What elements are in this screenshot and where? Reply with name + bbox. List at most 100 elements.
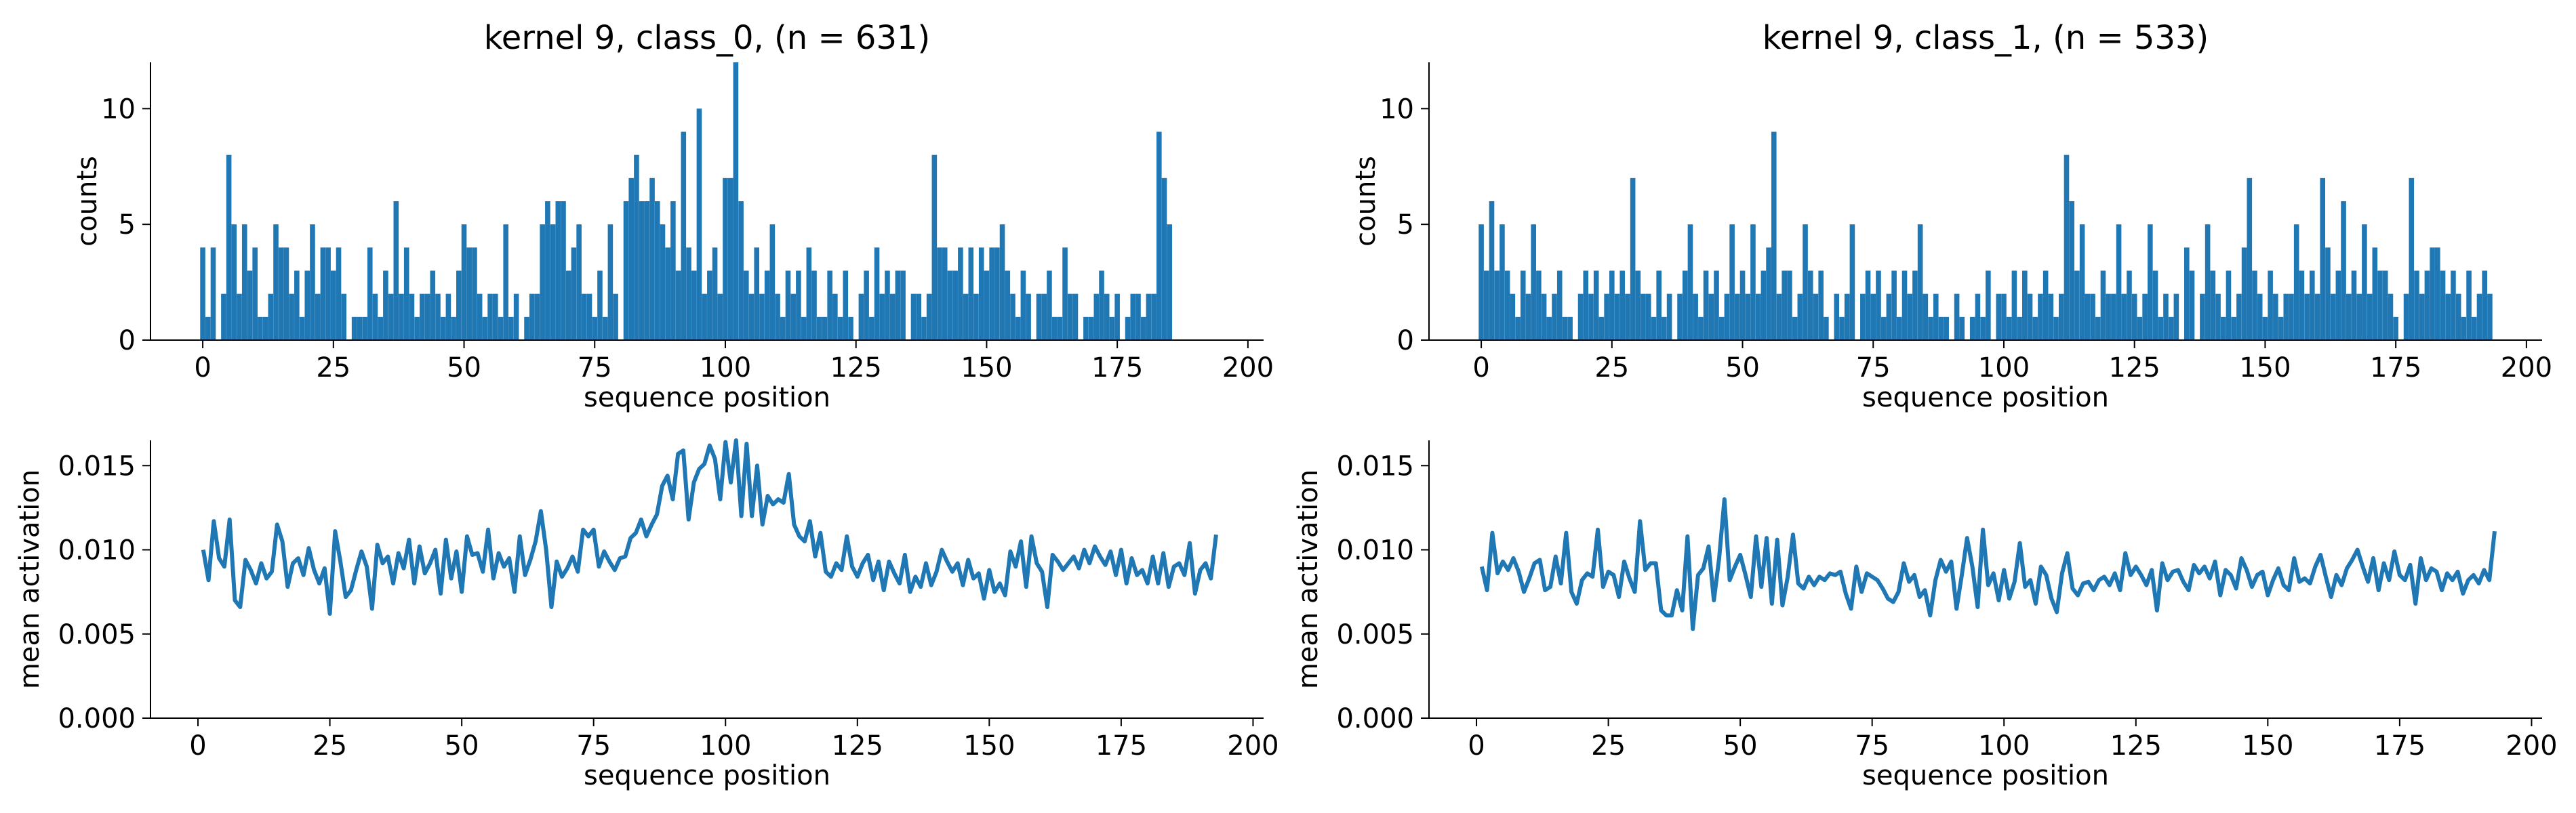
x-tick-label: 200 [2501, 352, 2552, 383]
bar [1969, 316, 1975, 340]
bar [634, 154, 639, 341]
bar [1510, 293, 1516, 340]
bar [273, 224, 279, 340]
y-tick-label: 0.000 [58, 703, 136, 734]
bar [2372, 247, 2378, 340]
x-tick-label: 125 [2109, 352, 2160, 383]
x-tick-label: 25 [316, 352, 350, 383]
bar [388, 293, 394, 340]
bar [2095, 316, 2101, 340]
bar [895, 270, 901, 340]
bar [702, 293, 707, 340]
bar [2215, 293, 2221, 340]
bar [2351, 270, 2357, 340]
bar [565, 270, 571, 340]
bar [910, 293, 917, 340]
x-tick-label: 75 [576, 730, 611, 762]
x-tick-label: 125 [2110, 730, 2162, 762]
y-tick-label: 5 [119, 209, 136, 241]
bar [2388, 293, 2394, 340]
y-axis-label: mean activation [1293, 470, 1324, 689]
bar [1604, 293, 1609, 340]
bar [2419, 293, 2425, 340]
bar [1735, 293, 1740, 340]
bar [696, 108, 702, 340]
bar [1891, 270, 1897, 340]
bar [226, 154, 232, 341]
bar [2377, 270, 2383, 340]
bar [2042, 270, 2049, 340]
bar [1057, 316, 1063, 340]
bar [2341, 201, 2346, 340]
bar [1928, 316, 1933, 340]
y-axis-label: counts [72, 156, 103, 247]
bar [2006, 316, 2012, 340]
chart-title: kernel 9, class_1, (n = 533) [1763, 19, 2209, 57]
bar [241, 224, 247, 340]
x-tick-label: 150 [2242, 730, 2293, 762]
bar [2142, 293, 2148, 340]
bar [2241, 247, 2247, 340]
bar [1807, 270, 1813, 340]
bar [858, 293, 864, 340]
bar [1099, 270, 1104, 340]
bar [675, 270, 681, 340]
bar [1797, 293, 1803, 340]
bar [2293, 224, 2299, 340]
chart-title: kernel 9, class_0, (n = 631) [484, 19, 931, 57]
bar [1093, 293, 1100, 340]
bar [2148, 224, 2153, 340]
bar [607, 224, 613, 340]
bar [1844, 293, 1850, 340]
bar [2017, 316, 2022, 340]
bar [1787, 270, 1792, 340]
bar [2289, 293, 2294, 340]
bar [1051, 316, 1058, 340]
bar [1729, 224, 1735, 340]
x-tick-label: 0 [1468, 730, 1485, 762]
bar [2027, 293, 2033, 340]
bar [2320, 178, 2326, 340]
bar [1938, 316, 1944, 340]
bar [409, 293, 415, 340]
bar [837, 316, 843, 340]
bar [2137, 316, 2143, 340]
bar [816, 316, 822, 340]
bar [372, 293, 378, 340]
x-tick-label: 75 [578, 352, 612, 383]
bar [1125, 316, 1131, 340]
bar [660, 224, 666, 340]
bar [984, 270, 990, 340]
bar [686, 247, 691, 340]
bar [524, 316, 529, 340]
bar [1687, 224, 1693, 340]
bar [1552, 293, 1557, 340]
bar [931, 154, 938, 341]
panel-activation-class-1: 0 25 50 75 100 125 150 175 200 0.000 0.005 0.010 0.0… [1293, 440, 2558, 791]
y-axis-label: counts [1350, 156, 1382, 247]
bar [1870, 293, 1876, 340]
x-tick-label: 125 [832, 730, 883, 762]
bar [2210, 270, 2216, 340]
bar [597, 270, 603, 340]
bar [2252, 270, 2257, 340]
bar [2487, 293, 2493, 340]
x-tick-label: 175 [1091, 352, 1143, 383]
bar [2393, 316, 2398, 340]
bar [2455, 293, 2461, 340]
bar [649, 178, 655, 340]
x-tick-label: 200 [1222, 352, 1274, 383]
bar [1897, 316, 1902, 340]
y-tick-label: 5 [1397, 209, 1414, 241]
bar [534, 293, 540, 340]
bar [299, 316, 305, 340]
bar [1703, 270, 1709, 340]
bar [2022, 270, 2028, 340]
bar [1959, 316, 1965, 340]
bar [237, 293, 242, 340]
bar [586, 293, 592, 340]
bar [278, 247, 284, 340]
bar [639, 201, 645, 340]
bar [1541, 293, 1547, 340]
bar [315, 293, 321, 340]
